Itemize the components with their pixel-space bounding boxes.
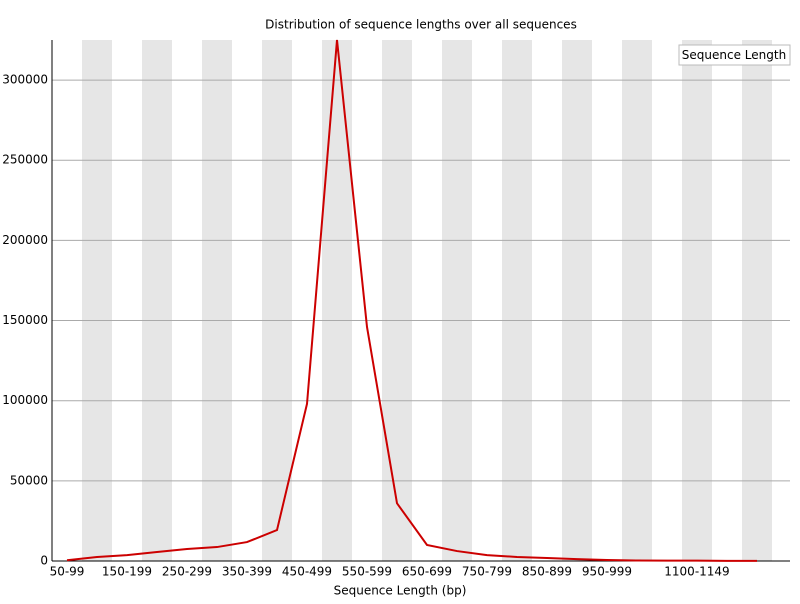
y-tick-label: 0: [40, 554, 48, 568]
legend-label: Sequence Length: [682, 48, 786, 62]
stripe: [742, 40, 772, 561]
x-tick-label: 550-599: [342, 565, 392, 579]
y-tick-label: 300000: [2, 73, 48, 87]
stripe: [562, 40, 592, 561]
x-tick-label: 450-499: [282, 565, 332, 579]
stripe: [322, 40, 352, 561]
chart-title: Distribution of sequence lengths over al…: [265, 18, 577, 32]
y-tick-label: 250000: [2, 153, 48, 167]
stripe: [82, 40, 112, 561]
stripes: [82, 40, 772, 561]
stripe: [202, 40, 232, 561]
x-tick-label: 350-399: [222, 565, 272, 579]
stripe: [442, 40, 472, 561]
x-axis-title: Sequence Length (bp): [334, 584, 467, 598]
stripe: [382, 40, 412, 561]
legend-box: [678, 44, 791, 66]
y-tick-label: 150000: [2, 313, 48, 327]
x-tick-label: 50-99: [50, 565, 85, 579]
x-tick-label: 950-999: [582, 565, 632, 579]
y-tick-label: 100000: [2, 393, 48, 407]
stripe: [622, 40, 652, 561]
y-tick-label: 50000: [10, 473, 48, 487]
x-tick-label: 150-199: [102, 565, 152, 579]
data-line: [66, 39, 757, 562]
stripe: [262, 40, 292, 561]
x-tick-label: 750-799: [462, 565, 512, 579]
y-tick-label: 200000: [2, 233, 48, 247]
stripe: [682, 40, 712, 561]
x-tick-label: 1100-1149: [664, 565, 729, 579]
legend: Sequence Length: [678, 44, 791, 66]
stripe: [142, 40, 172, 561]
x-tick-label: 850-899: [522, 565, 572, 579]
x-tick-label: 250-299: [162, 565, 212, 579]
x-tick-label: 650-699: [402, 565, 452, 579]
stripe: [502, 40, 532, 561]
